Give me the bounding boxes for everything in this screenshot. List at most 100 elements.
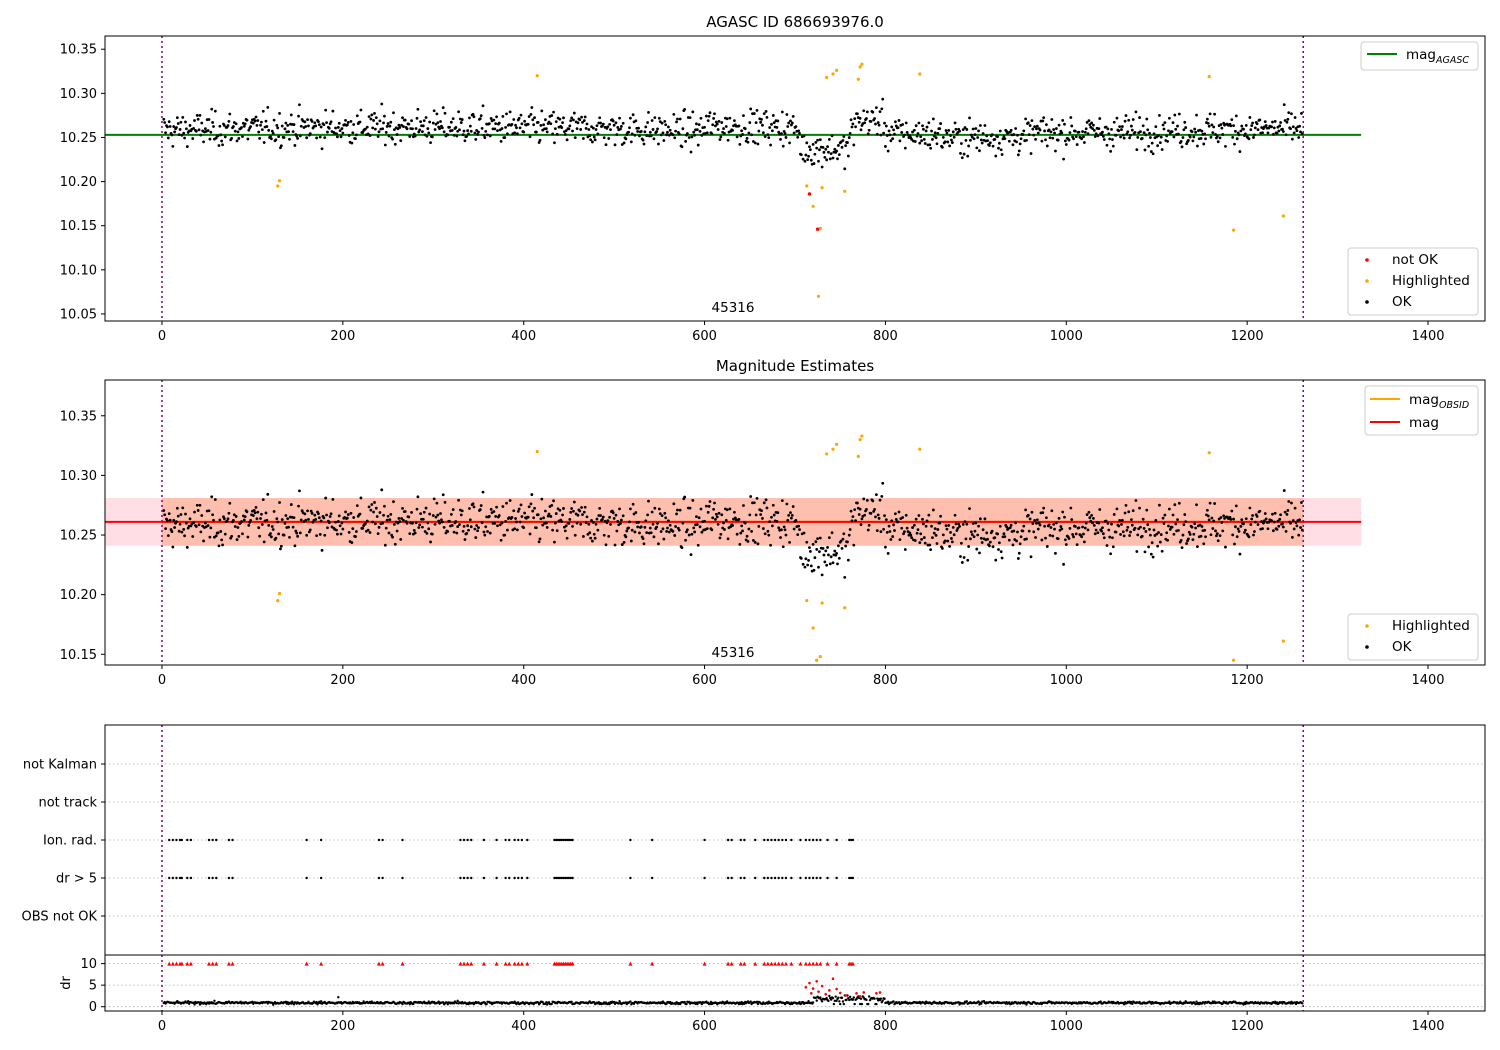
ok-point [1054,127,1058,130]
highlighted-point [1281,639,1285,643]
ok-point [442,525,446,529]
highlighted-point [276,184,280,188]
ok-point [962,152,966,156]
ok-point [1005,525,1009,529]
ok-point [523,511,527,515]
ok-point [889,538,893,541]
ok-point [853,508,857,511]
ok-point [549,122,553,126]
ok-point [1145,508,1149,512]
highlighted-point [843,189,847,193]
ok-point [323,136,327,140]
flag-point [777,838,780,842]
ok-point [528,135,532,139]
ok-point [998,524,1002,528]
dr-point [685,1002,688,1006]
ok-point [655,525,659,529]
ok-point [983,124,987,127]
flag-point [513,876,516,880]
ok-point [1016,530,1019,534]
ok-point [1151,555,1155,559]
flag-point [319,838,323,842]
flag-point [629,838,632,842]
ok-point [1022,129,1026,133]
ok-point [607,137,611,140]
ok-point [904,121,908,125]
dr-point [980,1002,983,1005]
ok-point [900,526,904,530]
ok-point [195,503,199,507]
dr-bad-point [811,987,815,990]
ok-point [1047,523,1051,527]
ok-point [568,517,572,521]
ok-point [1030,510,1034,514]
ok-point [1300,501,1303,504]
ok-point [855,112,859,116]
ok-point [798,528,801,531]
dr-clipped-marker [742,961,747,966]
highlighted-point [277,179,282,183]
dr-point [837,996,840,999]
ok-point [641,537,645,541]
highlighted-point [918,72,922,76]
ok-point [336,532,339,536]
ok-point [484,525,488,529]
dr-clipped-marker [458,961,463,966]
y-tick-label: 10.30 [60,87,97,102]
ok-point [526,515,530,519]
ok-point [454,126,458,129]
ok-point [508,110,512,114]
ok-point [1140,534,1144,538]
ok-point [1025,537,1028,541]
ok-point [1052,128,1056,131]
ok-point [765,506,769,510]
ok-point [1202,142,1206,146]
ok-point [567,521,571,525]
dr-point [859,997,863,1000]
ok-point [1064,543,1068,546]
ok-point [1063,538,1067,542]
dr-point [401,1002,404,1006]
ok-point [1035,518,1039,522]
ok-point [340,521,344,525]
highlighted-point [820,601,824,605]
ok-point [608,515,612,519]
ok-point [770,524,774,528]
ok-point [589,536,593,540]
ok-point [1290,112,1293,116]
ok-point [335,132,338,136]
dr-point [456,999,459,1003]
ok-point [757,524,761,528]
ok-point [762,112,766,116]
ok-point [1214,132,1217,136]
ok-point [1139,525,1142,529]
ok-point [296,137,300,140]
ok-point [471,502,475,506]
dr-point [198,1003,202,1006]
ok-point [528,532,532,536]
x-tick-label: 400 [511,329,536,344]
ok-point [279,144,283,148]
ok-point [991,545,995,549]
ok-point [981,132,985,135]
ok-point [374,506,378,510]
ok-point [1075,543,1079,547]
ok-point [1158,503,1161,507]
dr-axis-label: dr [59,976,74,990]
flag-point [835,838,838,842]
ok-point [1048,534,1052,537]
ok-point [512,509,516,513]
ok-point [893,120,897,124]
ok-point [1212,519,1216,523]
ok-point [622,541,626,544]
ok-point [1161,123,1165,127]
ok-point [217,144,221,147]
flag-point [227,838,231,842]
ok-point [380,488,384,492]
ok-point [368,531,372,534]
ok-point [355,530,358,533]
ok-point [1034,536,1037,539]
ok-point [1074,532,1078,536]
ok-point [1240,518,1244,522]
ok-point [924,524,928,528]
